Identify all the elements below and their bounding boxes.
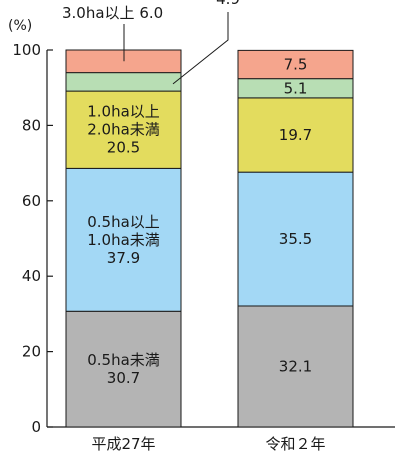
callout-label: 3.0ha以上 6.0 [62, 4, 163, 22]
segment-label: 37.9 [107, 249, 140, 267]
segment-label: 7.5 [284, 56, 308, 74]
bar-segment [65, 310, 182, 428]
bar-segment [237, 171, 354, 307]
segment-label: 0.5ha以上 [87, 213, 160, 231]
bar-segment [65, 72, 182, 92]
callout-label: 4.9 [216, 0, 240, 8]
segment-label: 5.1 [284, 79, 308, 97]
callouts: 3.0ha以上 6.0 4.9 [62, 0, 240, 85]
y-tick-label: 40 [22, 267, 41, 285]
callout-leader [172, 12, 229, 85]
bar-segment [65, 90, 182, 169]
x-category-label: 令和２年 [265, 435, 325, 453]
segment-label: 2.0ha未満 [87, 121, 160, 139]
segment-label: 30.7 [107, 369, 140, 387]
bar-segment [237, 97, 354, 173]
x-category-label: 平成27年 [91, 435, 155, 453]
axes: 0 20 40 60 80 100 平成27年 令和２年 [12, 41, 395, 453]
y-tick-label: 80 [22, 116, 41, 134]
segment-label: 1.0ha未満 [87, 231, 160, 249]
y-tick-label: 20 [22, 343, 41, 361]
bar-segment [237, 49, 354, 80]
segment-label: 19.7 [279, 126, 312, 144]
y-tick-label: 0 [31, 418, 41, 436]
bars [65, 49, 354, 428]
y-tick-label: 60 [22, 192, 41, 210]
segment-label: 20.5 [107, 139, 140, 157]
y-tick-label: 100 [12, 41, 41, 59]
segment-label: 35.5 [279, 230, 312, 248]
segment-label: 0.5ha未満 [87, 351, 160, 369]
bar-segment [237, 305, 354, 428]
bar-segment [65, 167, 182, 312]
segment-label: 32.1 [279, 357, 312, 375]
y-axis-unit: (%) [8, 18, 32, 34]
segment-label: 1.0ha以上 [87, 103, 160, 121]
